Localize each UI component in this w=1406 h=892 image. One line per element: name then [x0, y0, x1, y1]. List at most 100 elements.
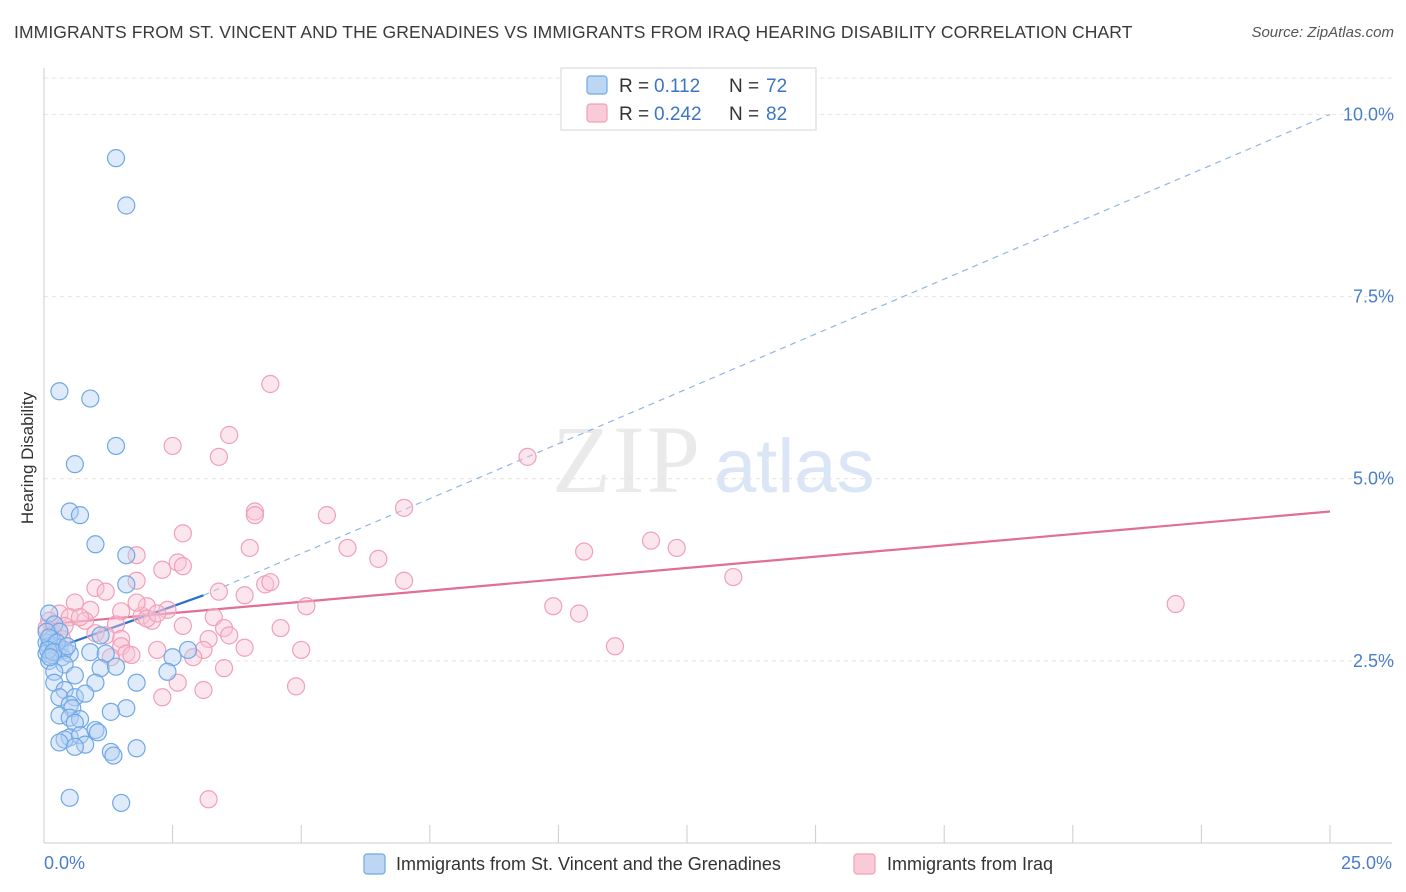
- point-st-vincent: [158, 662, 177, 681]
- point-st-vincent: [88, 723, 108, 742]
- point-iraq: [96, 582, 115, 601]
- point-iraq: [317, 506, 337, 525]
- point-st-vincent: [65, 666, 84, 685]
- point-iraq: [173, 524, 192, 543]
- watermark-zip: ZIP: [552, 406, 702, 513]
- point-iraq: [220, 626, 239, 645]
- point-st-vincent: [50, 733, 69, 752]
- point-iraq: [153, 560, 172, 579]
- point-iraq: [261, 573, 280, 592]
- point-iraq: [605, 637, 625, 656]
- point-iraq: [369, 549, 388, 568]
- point-st-vincent: [112, 793, 131, 813]
- point-iraq: [214, 659, 234, 678]
- legend-r-label-2: R =: [619, 104, 649, 125]
- watermark-atlas: atlas: [714, 424, 875, 509]
- point-iraq: [148, 640, 167, 660]
- point-iraq: [199, 629, 218, 649]
- point-iraq: [261, 374, 280, 394]
- point-iraq: [518, 447, 537, 466]
- point-iraq: [153, 688, 172, 707]
- legend-n-value-1: 72: [766, 76, 787, 97]
- x-tick-label-max: 25.0%: [1341, 853, 1392, 873]
- source-label: Source: ZipAtlas.com: [1251, 24, 1394, 41]
- y-tick-labels: 2.5% 5.0% 7.5% 10.0%: [1343, 104, 1394, 670]
- point-iraq: [127, 593, 146, 612]
- bottom-legend-swatch-iraq: [853, 853, 876, 875]
- point-iraq: [158, 600, 177, 619]
- trend-line-st-vincent: [43, 594, 204, 654]
- point-st-vincent: [117, 699, 136, 718]
- legend-swatch-st-vincent: [586, 75, 608, 95]
- point-iraq: [724, 567, 743, 587]
- point-iraq: [641, 531, 661, 550]
- axes: [43, 68, 1392, 844]
- point-iraq: [286, 677, 306, 696]
- y-tick-label: 2.5%: [1353, 651, 1394, 671]
- y-tick-label: 10.0%: [1343, 104, 1394, 124]
- point-iraq: [173, 557, 192, 576]
- point-st-vincent: [41, 648, 60, 667]
- legend-swatch-iraq: [586, 103, 608, 123]
- bottom-legend-label-iraq: Immigrants from Iraq: [887, 854, 1053, 874]
- point-st-vincent: [65, 455, 84, 474]
- point-iraq: [297, 597, 316, 616]
- point-st-vincent: [178, 640, 198, 660]
- point-iraq: [245, 506, 265, 525]
- point-st-vincent: [117, 196, 136, 215]
- point-st-vincent: [117, 575, 136, 594]
- gridlines: [44, 77, 1392, 662]
- point-st-vincent: [106, 436, 126, 456]
- point-st-vincent: [70, 506, 90, 525]
- point-iraq: [575, 542, 594, 561]
- point-iraq: [209, 447, 228, 466]
- legend-n-value-2: 82: [766, 104, 787, 125]
- point-iraq: [220, 425, 239, 445]
- correlation-legend: R = 0.112 N = 72 R = 0.242 N = 82: [560, 67, 817, 131]
- x-tick-labels: 0.0% 25.0%: [44, 853, 1392, 873]
- point-st-vincent: [81, 643, 100, 662]
- point-iraq: [122, 645, 141, 665]
- legend-n-label-1: N =: [729, 76, 759, 97]
- point-iraq: [86, 578, 105, 598]
- point-iraq: [569, 604, 589, 623]
- point-st-vincent: [70, 726, 90, 745]
- point-iraq: [194, 640, 213, 660]
- point-st-vincent: [60, 788, 79, 807]
- point-iraq: [394, 571, 414, 590]
- point-st-vincent: [50, 382, 69, 401]
- legend-n-label-2: N =: [729, 104, 759, 125]
- point-st-vincent: [91, 626, 110, 645]
- point-st-vincent: [127, 673, 146, 692]
- point-st-vincent: [101, 702, 120, 721]
- point-st-vincent: [104, 746, 123, 765]
- point-st-vincent: [58, 637, 77, 656]
- chart-title: IMMIGRANTS FROM ST. VINCENT AND THE GREN…: [14, 22, 1133, 42]
- point-st-vincent: [40, 604, 59, 623]
- y-tick-label: 5.0%: [1353, 469, 1394, 489]
- legend-r-label-1: R =: [619, 76, 649, 97]
- legend-r-value-2: 0.242: [654, 104, 702, 125]
- point-iraq: [137, 609, 156, 628]
- point-iraq: [338, 538, 357, 558]
- y-axis-title: Hearing Disability: [18, 391, 37, 524]
- point-st-vincent: [65, 737, 84, 756]
- point-st-vincent: [50, 688, 69, 707]
- point-iraq: [70, 608, 90, 627]
- point-iraq: [292, 640, 311, 660]
- bottom-legend-swatch-st-vincent: [363, 853, 386, 875]
- point-iraq: [163, 436, 182, 456]
- x-tick-label-min: 0.0%: [44, 853, 85, 873]
- point-st-vincent: [106, 149, 126, 168]
- point-st-vincent: [60, 502, 79, 521]
- point-iraq: [81, 600, 100, 619]
- trend-line-st-vincent-projection: [203, 113, 1331, 596]
- series-legend: Immigrants from St. Vincent and the Gren…: [363, 853, 1053, 875]
- series-st-vincent-points: [37, 149, 198, 813]
- point-st-vincent: [81, 389, 100, 408]
- point-iraq: [209, 582, 228, 601]
- point-st-vincent: [117, 546, 136, 565]
- point-iraq: [240, 538, 259, 558]
- point-iraq: [127, 571, 146, 590]
